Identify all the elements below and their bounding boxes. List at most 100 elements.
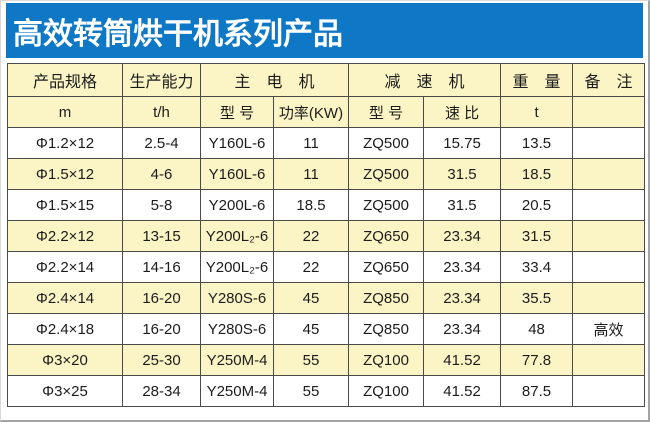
table-cell: 48 [500,313,574,345]
table-cell: Φ1.5×15 [7,189,123,221]
table-row: Φ3×25 28-34 Y250M-4 55 ZQ100 41.52 87.5 [7,375,646,407]
table-cell: ZQ500 [348,189,425,221]
table-cell: Φ2.4×14 [7,282,123,314]
product-spec-table: 产品规格 生产能力 主 电 机 减 速 机 重 量 备 注 m t/h 型 号 … [7,63,646,407]
header-remark: 备 注 [572,63,646,97]
table-cell: 23.34 [423,251,502,283]
table-cell [572,189,646,221]
table-cell: Φ1.5×12 [7,158,123,190]
header-weight: 重 量 [500,63,574,97]
table-cell: ZQ850 [348,313,425,345]
table-row: Φ3×20 25-30 Y250M-4 55 ZQ100 41.52 77.8 [7,344,646,376]
table-body: Φ1.2×12 2.5-4 Y160L-6 11 ZQ500 15.75 13.5 Φ1.5×… [7,127,646,407]
table-cell: 28-34 [122,375,201,407]
table-cell: 45 [272,282,350,314]
table-cell: ZQ500 [348,127,425,159]
table-cell: 22 [272,251,350,283]
table-cell: Y250M-4 [200,375,274,407]
subheader-remark-empty [572,96,646,128]
table-row: Φ2.4×14 16-20 Y280S-6 45 ZQ850 23.34 35.5 [7,282,646,314]
table-cell: 22 [272,220,350,252]
table-cell [572,375,646,407]
table-cell: 13-15 [122,220,201,252]
table-cell: 45 [272,313,350,345]
table-cell: 高效 [572,313,646,345]
table-cell: 11 [272,158,350,190]
table-cell: 41.52 [423,375,502,407]
table-cell [572,220,646,252]
table-cell: ZQ850 [348,282,425,314]
table-row: Φ1.5×12 4-6 Y160L-6 11 ZQ500 31.5 18.5 [7,158,646,190]
subheader-weight-unit: t [500,96,574,128]
table-cell: 25-30 [122,344,201,376]
table-row: Φ1.5×15 5-8 Y200L-6 18.5 ZQ500 31.5 20.5 [7,189,646,221]
table-cell: Φ3×20 [7,344,123,376]
table-cell: 13.5 [500,127,574,159]
table-cell: 31.5 [500,220,574,252]
table-cell: 55 [272,375,350,407]
table-cell: Y250M-4 [200,344,274,376]
table-row: Φ2.4×18 16-20 Y280S-6 45 ZQ850 23.34 48 高效 [7,313,646,345]
header-group-row: 产品规格 生产能力 主 电 机 减 速 机 重 量 备 注 [7,63,646,97]
table-cell: 4-6 [122,158,201,190]
table-cell: 87.5 [500,375,574,407]
table-cell: 77.8 [500,344,574,376]
page-title: 高效转筒烘干机系列产品 [13,17,343,51]
table-cell: ZQ500 [348,158,425,190]
table-cell: ZQ650 [348,220,425,252]
table-cell: 14-16 [122,251,201,283]
table-cell: 15.75 [423,127,502,159]
subheader-capacity-unit: t/h [122,96,201,128]
table-cell: 2.5-4 [122,127,201,159]
table-cell: Φ3×25 [7,375,123,407]
header-product-spec: 产品规格 [7,63,123,97]
table-cell: 16-20 [122,313,201,345]
table-cell [572,282,646,314]
title-bar: 高效转筒烘干机系列产品 [6,3,643,58]
table-cell: ZQ100 [348,344,425,376]
table-header: 产品规格 生产能力 主 电 机 减 速 机 重 量 备 注 m t/h 型 号 … [7,63,646,128]
table-cell: ZQ650 [348,251,425,283]
table-cell: 23.34 [423,313,502,345]
table-cell [572,158,646,190]
table-cell: 18.5 [500,158,574,190]
table-cell: Y200L₂-6 [200,220,274,252]
table-cell: 11 [272,127,350,159]
table-row: Φ1.2×12 2.5-4 Y160L-6 11 ZQ500 15.75 13.5 [7,127,646,159]
table-cell: Φ2.2×12 [7,220,123,252]
subheader-motor-model: 型 号 [200,96,274,128]
table-cell: Y160L-6 [200,127,274,159]
table-cell: Y160L-6 [200,158,274,190]
table-cell: 31.5 [423,189,502,221]
table-cell: Y280S-6 [200,282,274,314]
table-cell: 31.5 [423,158,502,190]
header-capacity: 生产能力 [122,63,201,97]
table-cell: 55 [272,344,350,376]
table-cell: Y200L-6 [200,189,274,221]
table-cell: 5-8 [122,189,201,221]
table-row: Φ2.2×12 13-15 Y200L₂-6 22 ZQ650 23.34 31.5 [7,220,646,252]
subheader-reducer-ratio: 速 比 [423,96,502,128]
subheader-spec-unit: m [7,96,123,128]
table-cell [572,251,646,283]
table-cell: Φ1.2×12 [7,127,123,159]
subheader-motor-power: 功率(KW) [272,96,350,128]
table-cell [572,344,646,376]
table-cell: 41.52 [423,344,502,376]
table-cell: 18.5 [272,189,350,221]
subheader-reducer-model: 型 号 [348,96,425,128]
table-cell: 23.34 [423,282,502,314]
table-cell: ZQ100 [348,375,425,407]
table-cell: 33.4 [500,251,574,283]
table-cell [572,127,646,159]
table-cell: Y280S-6 [200,313,274,345]
table-cell: 16-20 [122,282,201,314]
header-sub-row: m t/h 型 号 功率(KW) 型 号 速 比 t [7,96,646,128]
table-cell: 35.5 [500,282,574,314]
table-cell: Φ2.4×18 [7,313,123,345]
table-cell: Φ2.2×14 [7,251,123,283]
table-cell: Y200L₂-6 [200,251,274,283]
table-row: Φ2.2×14 14-16 Y200L₂-6 22 ZQ650 23.34 33.4 [7,251,646,283]
table-cell: 23.34 [423,220,502,252]
